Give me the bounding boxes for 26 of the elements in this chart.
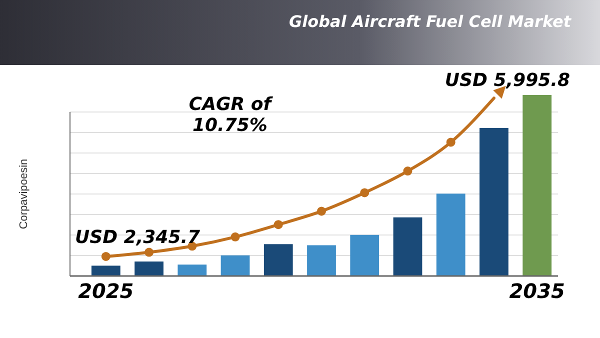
point	[360, 188, 370, 198]
point	[230, 232, 240, 242]
bar	[393, 217, 422, 276]
bar	[91, 266, 120, 276]
annotation: CAGR of 10.75%	[188, 94, 274, 136]
x-tick-label: 2035	[509, 279, 565, 303]
point	[317, 206, 326, 216]
point	[101, 252, 110, 261]
bar	[178, 264, 207, 276]
annotation: USD 2,345.7	[75, 227, 201, 248]
bar	[480, 128, 508, 276]
bar	[220, 255, 250, 276]
point	[403, 166, 412, 176]
bar	[134, 262, 164, 276]
point	[446, 138, 456, 147]
bar	[522, 95, 552, 276]
point	[144, 248, 154, 257]
bar	[350, 234, 380, 276]
bar	[436, 194, 466, 276]
bar	[307, 245, 336, 276]
y-axis-title: Corpavipoesin	[18, 158, 30, 230]
text: USD 5,995.8	[444, 70, 570, 91]
chart-title: Global Aircraft Fuel Cell Market	[288, 12, 572, 31]
x-tick-label: 2025	[78, 279, 134, 303]
bar	[264, 244, 293, 276]
point	[274, 220, 283, 230]
